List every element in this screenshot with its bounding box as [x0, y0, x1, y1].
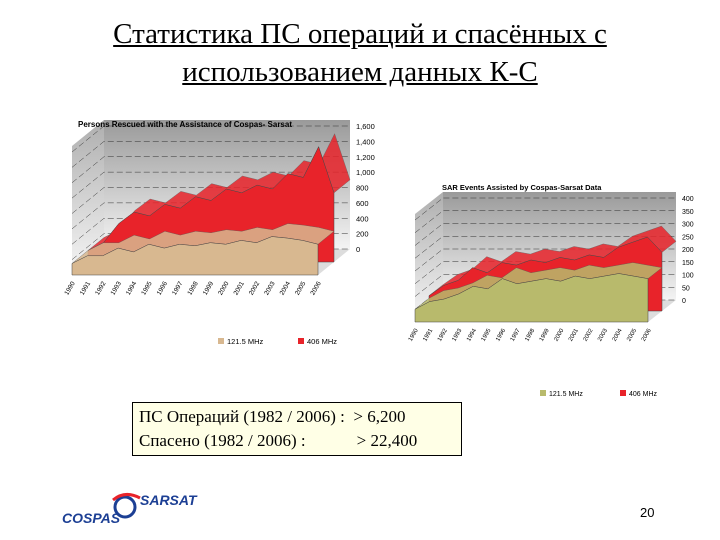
- side-wall: [72, 120, 104, 275]
- y-tick-label: 400: [356, 214, 369, 223]
- x-tick-label: 1999: [539, 327, 551, 342]
- slide-title: использованием данных К-С: [182, 56, 538, 88]
- y-tick-label: 1,200: [356, 153, 375, 162]
- x-tick-label: 1992: [94, 280, 107, 296]
- logo-text: SARSAT: [140, 492, 198, 508]
- y-tick-label: 150: [682, 260, 694, 267]
- x-tick-label: 2005: [294, 280, 307, 296]
- y-tick-label: 600: [356, 199, 369, 208]
- x-tick-label: 2004: [612, 327, 624, 342]
- y-tick-label: 1,000: [356, 168, 375, 177]
- x-tick-label: 2006: [641, 327, 653, 342]
- x-tick-label: 1992: [437, 327, 449, 342]
- x-tick-label: 2002: [583, 327, 595, 342]
- y-tick-label: 0: [356, 245, 360, 254]
- logo: SARSAT COSPAS: [62, 492, 198, 526]
- y-tick-label: 400: [682, 196, 694, 203]
- x-tick-label: 1991: [79, 280, 92, 296]
- x-tick-label: 1994: [466, 327, 478, 342]
- grid-line: [71, 202, 350, 230]
- x-tick-label: 1998: [524, 327, 536, 342]
- legend-swatch: [540, 390, 546, 396]
- legend-label: 406 MHz: [307, 337, 337, 346]
- grid-line: [71, 187, 350, 214]
- x-tick-label: 2000: [553, 327, 565, 342]
- y-tick-label: 0: [682, 298, 686, 305]
- chart-title: Persons Rescued with the Assistance of C…: [78, 120, 292, 129]
- y-tick-label: 800: [356, 184, 369, 193]
- logo-text: COSPAS: [62, 510, 121, 526]
- x-tick-label: 1999: [202, 280, 215, 296]
- grid-line: [414, 210, 676, 233]
- summary-line: Спасено (1982 / 2006) : > 22,400: [139, 431, 418, 450]
- x-tick-label: 1998: [186, 280, 199, 296]
- page-number: 20: [640, 505, 655, 520]
- x-tick-label: 1995: [481, 327, 493, 342]
- grid-line: [71, 141, 350, 168]
- side-wall: [415, 192, 443, 322]
- x-tick-label: 2001: [568, 327, 580, 342]
- y-tick-label: 1,600: [356, 122, 375, 131]
- legend-swatch: [298, 338, 304, 344]
- x-tick-label: 2003: [263, 280, 276, 296]
- x-tick-label: 2005: [626, 327, 638, 342]
- x-tick-label: 1993: [452, 327, 464, 342]
- x-tick-label: 1997: [171, 280, 184, 296]
- x-tick-label: 2006: [309, 280, 322, 296]
- grid-line: [71, 171, 350, 199]
- grid-line: [71, 233, 350, 260]
- legend-label: 121.5 MHz: [549, 391, 583, 398]
- x-tick-label: 1990: [63, 280, 76, 296]
- x-tick-label: 1996: [156, 280, 169, 296]
- y-tick-label: 250: [682, 234, 694, 241]
- x-tick-label: 1990: [408, 327, 420, 342]
- grid-line: [414, 223, 676, 246]
- grid-line: [71, 156, 350, 183]
- y-tick-label: 1,400: [356, 137, 375, 146]
- x-tick-label: 2003: [597, 327, 609, 342]
- chart-title: SAR Events Assisted by Cospas-Sarsat Dat…: [442, 183, 602, 192]
- x-tick-label: 2000: [217, 280, 230, 296]
- slide-title: Статистика ПС операций и спасённых с: [113, 18, 607, 50]
- x-tick-label: 2001: [233, 280, 246, 296]
- y-tick-label: 200: [356, 230, 369, 239]
- y-tick-label: 100: [682, 273, 694, 280]
- y-tick-label: 350: [682, 209, 694, 216]
- summary-line: ПС Операций (1982 / 2006) : > 6,200: [139, 407, 406, 426]
- x-tick-label: 2002: [248, 280, 261, 296]
- y-tick-label: 50: [682, 285, 690, 292]
- y-tick-label: 300: [682, 222, 694, 229]
- x-tick-label: 1995: [140, 280, 153, 296]
- grid-line: [414, 197, 676, 221]
- x-tick-label: 1996: [495, 327, 507, 342]
- grid-line: [71, 218, 350, 245]
- x-tick-label: 1991: [422, 327, 434, 342]
- summary-box: ПС Операций (1982 / 2006) : > 6,200 Спасе…: [132, 402, 462, 456]
- x-tick-label: 1997: [510, 327, 522, 342]
- y-tick-label: 200: [682, 247, 694, 254]
- legend-label: 121.5 MHz: [227, 337, 264, 346]
- area: [71, 236, 319, 276]
- area: [414, 273, 649, 323]
- x-tick-label: 1994: [125, 280, 138, 296]
- x-tick-label: 2004: [279, 280, 292, 296]
- legend-swatch: [218, 338, 224, 344]
- legend-swatch: [620, 390, 626, 396]
- legend-label: 406 MHz: [629, 391, 658, 398]
- grid-line: [71, 125, 350, 153]
- grid-line: [414, 236, 676, 259]
- x-tick-label: 1993: [110, 280, 123, 296]
